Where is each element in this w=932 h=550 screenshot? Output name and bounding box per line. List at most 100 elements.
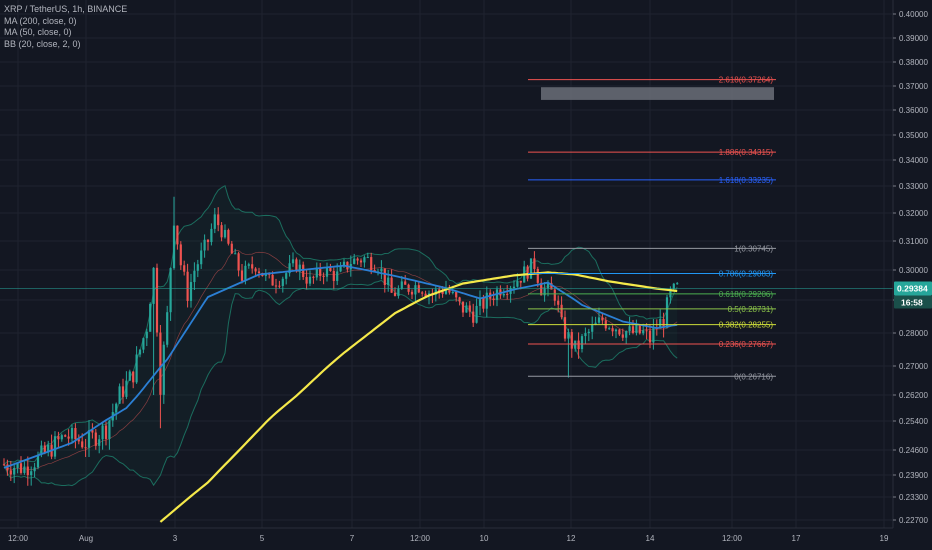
candle-body: [635, 324, 638, 333]
fib-label-1.886: 1.886(0.34315): [719, 148, 774, 157]
candle-body: [60, 435, 63, 440]
candle-body: [101, 425, 104, 440]
candle-body: [125, 380, 128, 397]
candle-body: [162, 344, 165, 395]
candle-body: [329, 267, 332, 272]
candle-body: [217, 214, 220, 226]
price-axis-bg: [893, 0, 932, 550]
candle-body: [244, 265, 247, 281]
indicator-ma50[interactable]: MA (50, close, 0): [4, 27, 72, 37]
candle-body: [251, 264, 254, 269]
time-axis-bg: [0, 528, 932, 550]
candle-body: [302, 264, 305, 278]
candle-body: [237, 253, 240, 271]
candle-body: [138, 349, 142, 355]
price-axis[interactable]: 0.40000 0.39000 0.38000 0.37000 0.36000 0.350…: [892, 0, 932, 550]
last-price-value: 0.29384: [897, 283, 928, 293]
time-axis[interactable]: 12:00 Aug 3 5 7 12:00 10 12 14 12:00 17 19: [0, 527, 932, 550]
candle-body: [628, 326, 631, 332]
candle-body: [230, 243, 233, 254]
fib-label-1.618: 1.618(0.33235): [719, 176, 774, 185]
candle-body: [597, 317, 601, 323]
candle-body: [149, 303, 152, 332]
candle-body: [84, 447, 87, 449]
candle-body: [336, 271, 339, 281]
last-price-box: [894, 281, 932, 296]
candle-body: [410, 291, 414, 295]
candle-body: [43, 445, 46, 453]
candle-body: [288, 263, 291, 274]
candle-body: [118, 386, 121, 404]
candle-body: [291, 259, 295, 264]
price-tick-label: 0.25400: [899, 417, 928, 426]
candle-body: [601, 317, 604, 321]
candle-body: [468, 305, 471, 312]
candle-body: [393, 292, 397, 296]
price-tick-label: 0.22700: [899, 516, 928, 525]
candle-body: [274, 285, 278, 287]
fib-label-2.618: 2.618(0.37264): [719, 76, 774, 85]
candle-body: [472, 311, 475, 323]
price-tick-label: 0.23300: [899, 493, 928, 502]
fib-label-0.786: 0.786(0.29883): [719, 270, 774, 279]
candle-body: [142, 338, 145, 350]
price-tick-label: 0.38000: [899, 58, 928, 67]
candle-body: [485, 292, 488, 309]
price-tick-label: 0.33000: [899, 182, 928, 191]
time-tick-label: 5: [260, 534, 265, 543]
candle-body: [638, 324, 641, 334]
candle-body: [19, 463, 23, 473]
fibonacci-retracement[interactable]: 2.618(0.37264) 1.886(0.34315) 1.618(0.3323…: [528, 76, 776, 382]
candle-body: [23, 466, 26, 473]
candle-body: [478, 297, 482, 306]
time-tick-label: 17: [792, 534, 801, 543]
candle-body: [9, 470, 12, 475]
candle-body: [380, 268, 383, 272]
candle-body: [145, 331, 148, 339]
price-tick-label: 0.23900: [899, 471, 928, 480]
candle-body: [465, 305, 468, 313]
candle-body: [475, 305, 478, 323]
candle-body: [536, 268, 539, 283]
candle-body: [339, 265, 342, 272]
indicator-bb[interactable]: BB (20, close, 2, 0): [4, 38, 81, 49]
candle-body: [271, 274, 274, 286]
time-tick-label: 12: [567, 534, 576, 543]
candle-body: [213, 214, 216, 229]
candle-body: [135, 354, 138, 383]
price-tick-label: 0.35000: [899, 131, 928, 140]
candle-body: [512, 286, 516, 289]
candle-body: [74, 428, 77, 440]
candle-body: [502, 293, 505, 296]
candle-body: [108, 420, 111, 439]
indicator-ma200[interactable]: MA (200, close, 0): [4, 15, 77, 26]
candle-body: [305, 277, 308, 284]
candle-body: [203, 239, 206, 251]
candle-body: [363, 257, 366, 263]
symbol-title[interactable]: XRP / TetherUS, 1h, BINANCE: [4, 4, 128, 14]
candle-body: [570, 332, 573, 349]
candle-body: [557, 300, 560, 305]
time-tick-label: 14: [646, 534, 655, 543]
candle-body: [553, 289, 556, 301]
candle-body: [234, 253, 237, 255]
price-tick-label: 0.24600: [899, 446, 928, 455]
candle-body: [322, 275, 325, 277]
candle-body: [366, 257, 369, 259]
candle-body: [30, 471, 33, 476]
candle-body: [312, 276, 315, 278]
candle-body: [155, 267, 159, 333]
chart-legend: XRP / TetherUS, 1h, BINANCE MA (200, clo…: [4, 4, 127, 50]
candle-body: [591, 324, 594, 332]
candle-body: [563, 317, 567, 339]
time-tick-label: 7: [350, 534, 355, 543]
bb-basis-line: [3, 249, 678, 471]
price-tick-label: 0.31000: [899, 237, 928, 246]
candle-body: [332, 271, 335, 281]
candle-body: [662, 319, 665, 328]
candle-body: [315, 267, 318, 278]
candle-body: [546, 282, 550, 289]
price-tick-label: 0.27000: [899, 362, 928, 371]
candle-body: [404, 281, 407, 285]
